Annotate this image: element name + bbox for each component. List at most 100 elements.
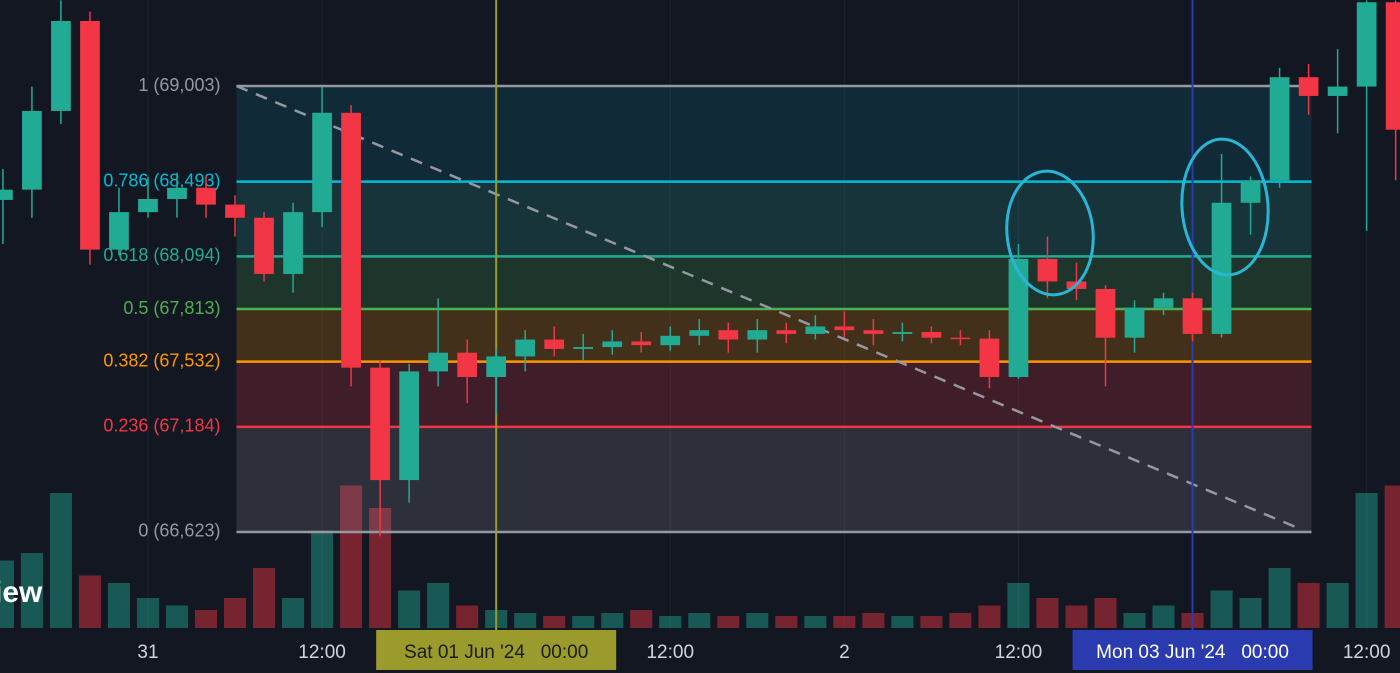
candle-body (225, 204, 245, 218)
volume-bar (1384, 485, 1400, 628)
volume-bar (1152, 605, 1175, 628)
x-tick-label: 12:00 (1343, 642, 1391, 663)
volume-bar (194, 610, 218, 628)
volume-bar (340, 485, 363, 628)
candle-body (863, 330, 884, 334)
candle-body (1356, 2, 1377, 87)
candle-body (1008, 258, 1029, 378)
volume-bar (601, 613, 624, 628)
candle-body (1298, 77, 1319, 96)
candle-body (457, 352, 478, 378)
candle-body (1182, 298, 1203, 334)
volume-bar (833, 616, 856, 628)
candle-body (1269, 77, 1290, 181)
candle-body (486, 356, 507, 378)
volume-bar (165, 605, 189, 628)
volume-bar (543, 616, 566, 628)
volume-bar (572, 616, 595, 628)
candle-body (573, 347, 594, 349)
annotation-circle (1005, 169, 1095, 297)
volume-bar (514, 613, 537, 628)
candle-body (979, 338, 1000, 378)
volume-bar (891, 616, 914, 628)
candle-body (718, 330, 739, 340)
candle-body (1153, 298, 1174, 308)
volume-bar (1123, 613, 1146, 628)
annotation-circle (1180, 137, 1270, 277)
candle-body (805, 326, 826, 334)
candle-body (892, 332, 913, 334)
fib-band (236, 181, 1312, 257)
candle-body (544, 339, 565, 349)
candle-body (167, 187, 187, 200)
candle-body (428, 352, 448, 372)
x-tick-label: Mon 03 Jun '24 00:00 (1096, 642, 1289, 663)
volume-bar (920, 616, 943, 628)
candle-body (138, 199, 158, 213)
candle-body (602, 341, 623, 348)
volume-bar (717, 616, 740, 628)
x-tick-highlight (1072, 630, 1313, 670)
x-tick-label: 12:00 (995, 642, 1043, 663)
candle-body (1211, 202, 1232, 334)
fib-band (236, 309, 1312, 362)
trend-line (235, 84, 1297, 529)
volume-bar (0, 560, 14, 628)
volume-bar (746, 613, 769, 628)
fib-label: 0.382 (67,532) (103, 350, 220, 370)
volume-bar (978, 605, 1001, 628)
candle-body (950, 337, 971, 340)
volume-bar (78, 575, 101, 628)
volume-bar (398, 590, 421, 628)
x-tick-label: 31 (137, 642, 158, 663)
volume-bar (1210, 590, 1233, 628)
volume-bar (775, 616, 798, 628)
volume-bar (1094, 598, 1117, 628)
volume-bar (1297, 583, 1320, 628)
fib-label: 0.236 (67,184) (103, 416, 220, 436)
volume-bar (369, 508, 392, 628)
fib-label: 0.786 (68,493) (103, 170, 220, 190)
fib-band (236, 361, 1312, 427)
candle-body (1037, 258, 1058, 282)
fib-band (236, 426, 1312, 532)
volume-bar (49, 493, 72, 628)
candle-body (1240, 180, 1261, 203)
candle-body (399, 371, 419, 481)
volume-bar (311, 530, 334, 628)
volume-bar (1355, 493, 1378, 628)
fib-band (236, 86, 1312, 182)
volume-bar (456, 605, 479, 628)
candle-body (312, 112, 332, 213)
volume-bar (688, 613, 711, 628)
candle-body (631, 341, 652, 346)
fib-label: 0.5 (67,813) (123, 298, 220, 318)
candle-body (1095, 288, 1116, 338)
volume-bar (1036, 598, 1059, 628)
volume-bar (659, 616, 682, 628)
candle-body (776, 330, 797, 334)
candle-body (689, 330, 710, 336)
candle-body (834, 326, 855, 331)
candle-body (283, 212, 303, 274)
volume-bar (1268, 568, 1291, 628)
volume-bar (136, 598, 160, 628)
volume-bar (20, 553, 43, 628)
volume-bar (862, 613, 885, 628)
fib-label: 0.618 (68,094) (103, 245, 220, 265)
candle-body (1327, 86, 1348, 96)
candle-body (22, 110, 42, 190)
candle-body (370, 367, 390, 481)
volume-bar (107, 583, 130, 628)
watermark: iew (0, 576, 43, 609)
x-tick-label: 12:00 (646, 642, 694, 663)
volume-bar (253, 568, 276, 628)
candle-body (109, 212, 129, 250)
volume-bar (949, 613, 972, 628)
volume-bar (804, 616, 827, 628)
volume-bar (1065, 605, 1088, 628)
fib-band (236, 256, 1312, 310)
volume-bar (282, 598, 305, 628)
volume-bar (1239, 598, 1262, 628)
